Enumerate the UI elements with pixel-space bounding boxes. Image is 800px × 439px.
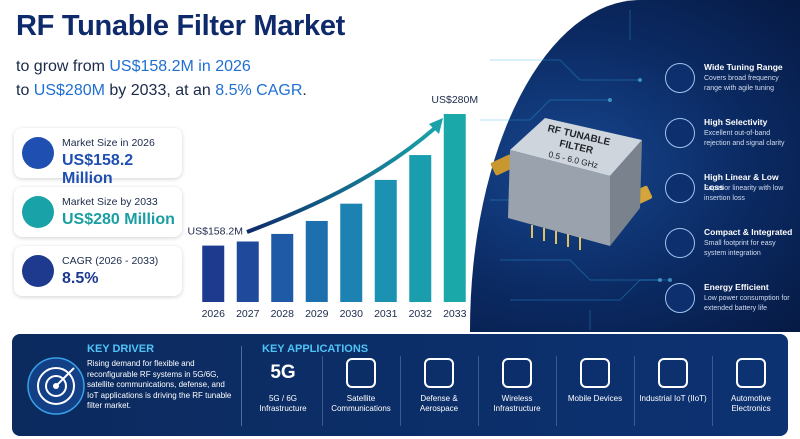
application: Automotive Electronics [714, 354, 788, 434]
product-art: RF TUNABLE FILTER 0.5 - 6.0 GHz [480, 10, 672, 330]
value-label: US$280M [431, 94, 478, 106]
value-label: US$158.2M [188, 225, 243, 237]
feature: Wide Tuning Range Covers broad frequency … [662, 60, 798, 112]
divider [241, 346, 242, 426]
application: Defense & Aerospace [402, 354, 476, 434]
app-icon [346, 358, 376, 388]
feature-title: High Linear & Low Loss [704, 172, 779, 192]
subtitle-part: US$280M [33, 82, 105, 99]
app-label: Wireless Infrastructure [493, 394, 541, 413]
feature-title: High Selectivity [704, 117, 768, 127]
x-tick-label: 2032 [409, 308, 433, 320]
app-label: Defense & Aerospace [419, 394, 459, 413]
feature: High Linear & Low Loss Superior linearity… [662, 170, 798, 222]
bar [305, 220, 328, 302]
app-label: 5G / 6G Infrastructure [259, 394, 307, 413]
subtitle: to grow from US$158.2M in 2026 [16, 58, 251, 76]
app-divider [322, 356, 323, 426]
app-label: Satellite Communications [331, 394, 391, 413]
subtitle-part: by 2033, at an [104, 82, 216, 99]
subtitle-part: . [302, 82, 307, 99]
app-divider [478, 356, 479, 426]
app-icon [658, 358, 688, 388]
feature: Compact & Integrated Small footprint for … [662, 225, 798, 277]
feature-title: Compact & Integrated [704, 227, 793, 237]
bar [271, 233, 294, 302]
app-icon [502, 358, 532, 388]
bar [202, 245, 225, 302]
feature-icon [665, 283, 695, 313]
bottom-panel: KEY DRIVER Rising demand for flexible an… [12, 334, 788, 436]
feature: High Selectivity Excellent out-of-band re… [662, 115, 798, 167]
x-tick-label: 2030 [340, 308, 364, 320]
card-icon [22, 196, 54, 228]
applications-title: KEY APPLICATIONS [262, 343, 369, 355]
application: Wireless Infrastructure [480, 354, 554, 434]
subtitle-part: US$158.2M in 2026 [109, 58, 251, 75]
feature-icon [665, 173, 695, 203]
card-value: 8.5% [62, 270, 99, 287]
driver-text: Rising demand for flexible and reconfigu… [87, 359, 232, 410]
subtitle-part: 8.5% CAGR [215, 82, 303, 99]
feature-title: Energy Efficient [704, 282, 769, 292]
card-value: US$158.2 Million [62, 152, 134, 187]
card-label: Market Size in 2026 [62, 137, 155, 149]
app-label: Industrial IoT (IIoT) [639, 394, 707, 403]
app-label: Mobile Devices [567, 394, 623, 403]
feature: Energy Efficient Low power consumption fo… [662, 280, 798, 332]
subtitle-part: to [16, 82, 34, 99]
feature-text: Superior linearity with low insertion lo… [704, 185, 784, 202]
feature-title: Wide Tuning Range [704, 62, 783, 72]
feature-text: Small footprint for easy system integrat… [704, 240, 776, 257]
bar [374, 179, 397, 302]
application: Satellite Communications [324, 354, 398, 434]
feature-icon [665, 228, 695, 258]
x-tick-label: 2031 [374, 308, 398, 320]
app-divider [400, 356, 401, 426]
trend-arrow-head [429, 118, 443, 134]
feature-icon [665, 63, 695, 93]
driver-title: KEY DRIVER [87, 343, 155, 355]
app-icon [736, 358, 766, 388]
feature-icon [665, 118, 695, 148]
x-tick-label: 2029 [305, 308, 329, 320]
app-label: Automotive Electronics [730, 394, 772, 413]
trend-arrow [246, 126, 437, 234]
application: 5G 5G / 6G Infrastructure [246, 354, 320, 434]
subtitle-part: to grow from [16, 58, 110, 75]
x-tick-label: 2028 [271, 308, 295, 320]
hero-background: RF TUNABLE FILTER 0.5 - 6.0 GHz [470, 0, 800, 332]
card-label: Market Size by 2033 [62, 196, 158, 208]
bar [236, 241, 259, 302]
x-tick-label: 2033 [443, 308, 467, 320]
card-icon [22, 255, 54, 287]
feature-text: Low power consumption for extended batte… [704, 295, 790, 312]
subtitle: to US$280M by 2033, at an 8.5% CAGR. [16, 82, 307, 100]
card-value: US$280 Million [62, 211, 175, 228]
app-icon [424, 358, 454, 388]
app-divider [634, 356, 635, 426]
bar [340, 203, 363, 302]
stat-card: CAGR (2026 - 2033) 8.5% [14, 246, 182, 296]
x-tick-label: 2026 [202, 308, 226, 320]
bar [409, 155, 432, 302]
stat-card: Market Size in 2026 US$158.2 Million [14, 128, 182, 187]
application: Mobile Devices [558, 354, 632, 434]
bar [443, 114, 466, 302]
app-divider [556, 356, 557, 426]
stat-card: Market Size by 2033 US$280 Million [14, 187, 182, 237]
card-icon [22, 137, 54, 169]
app-divider [712, 356, 713, 426]
application: Industrial IoT (IIoT) [636, 354, 710, 434]
app-icon-text: 5G [270, 362, 296, 383]
x-tick-label: 2027 [236, 308, 260, 320]
feature-text: Excellent out-of-band rejection and sign… [704, 130, 785, 147]
app-icon [580, 358, 610, 388]
driver-icon [27, 357, 85, 415]
feature-text: Covers broad frequency range with agile … [704, 75, 779, 92]
card-label: CAGR (2026 - 2033) [62, 255, 159, 267]
title: RF Tunable Filter Market [16, 10, 346, 42]
chart: 2026 US$158.2M 2027 2028 2029 2030 2031 2032 203… [188, 94, 479, 320]
